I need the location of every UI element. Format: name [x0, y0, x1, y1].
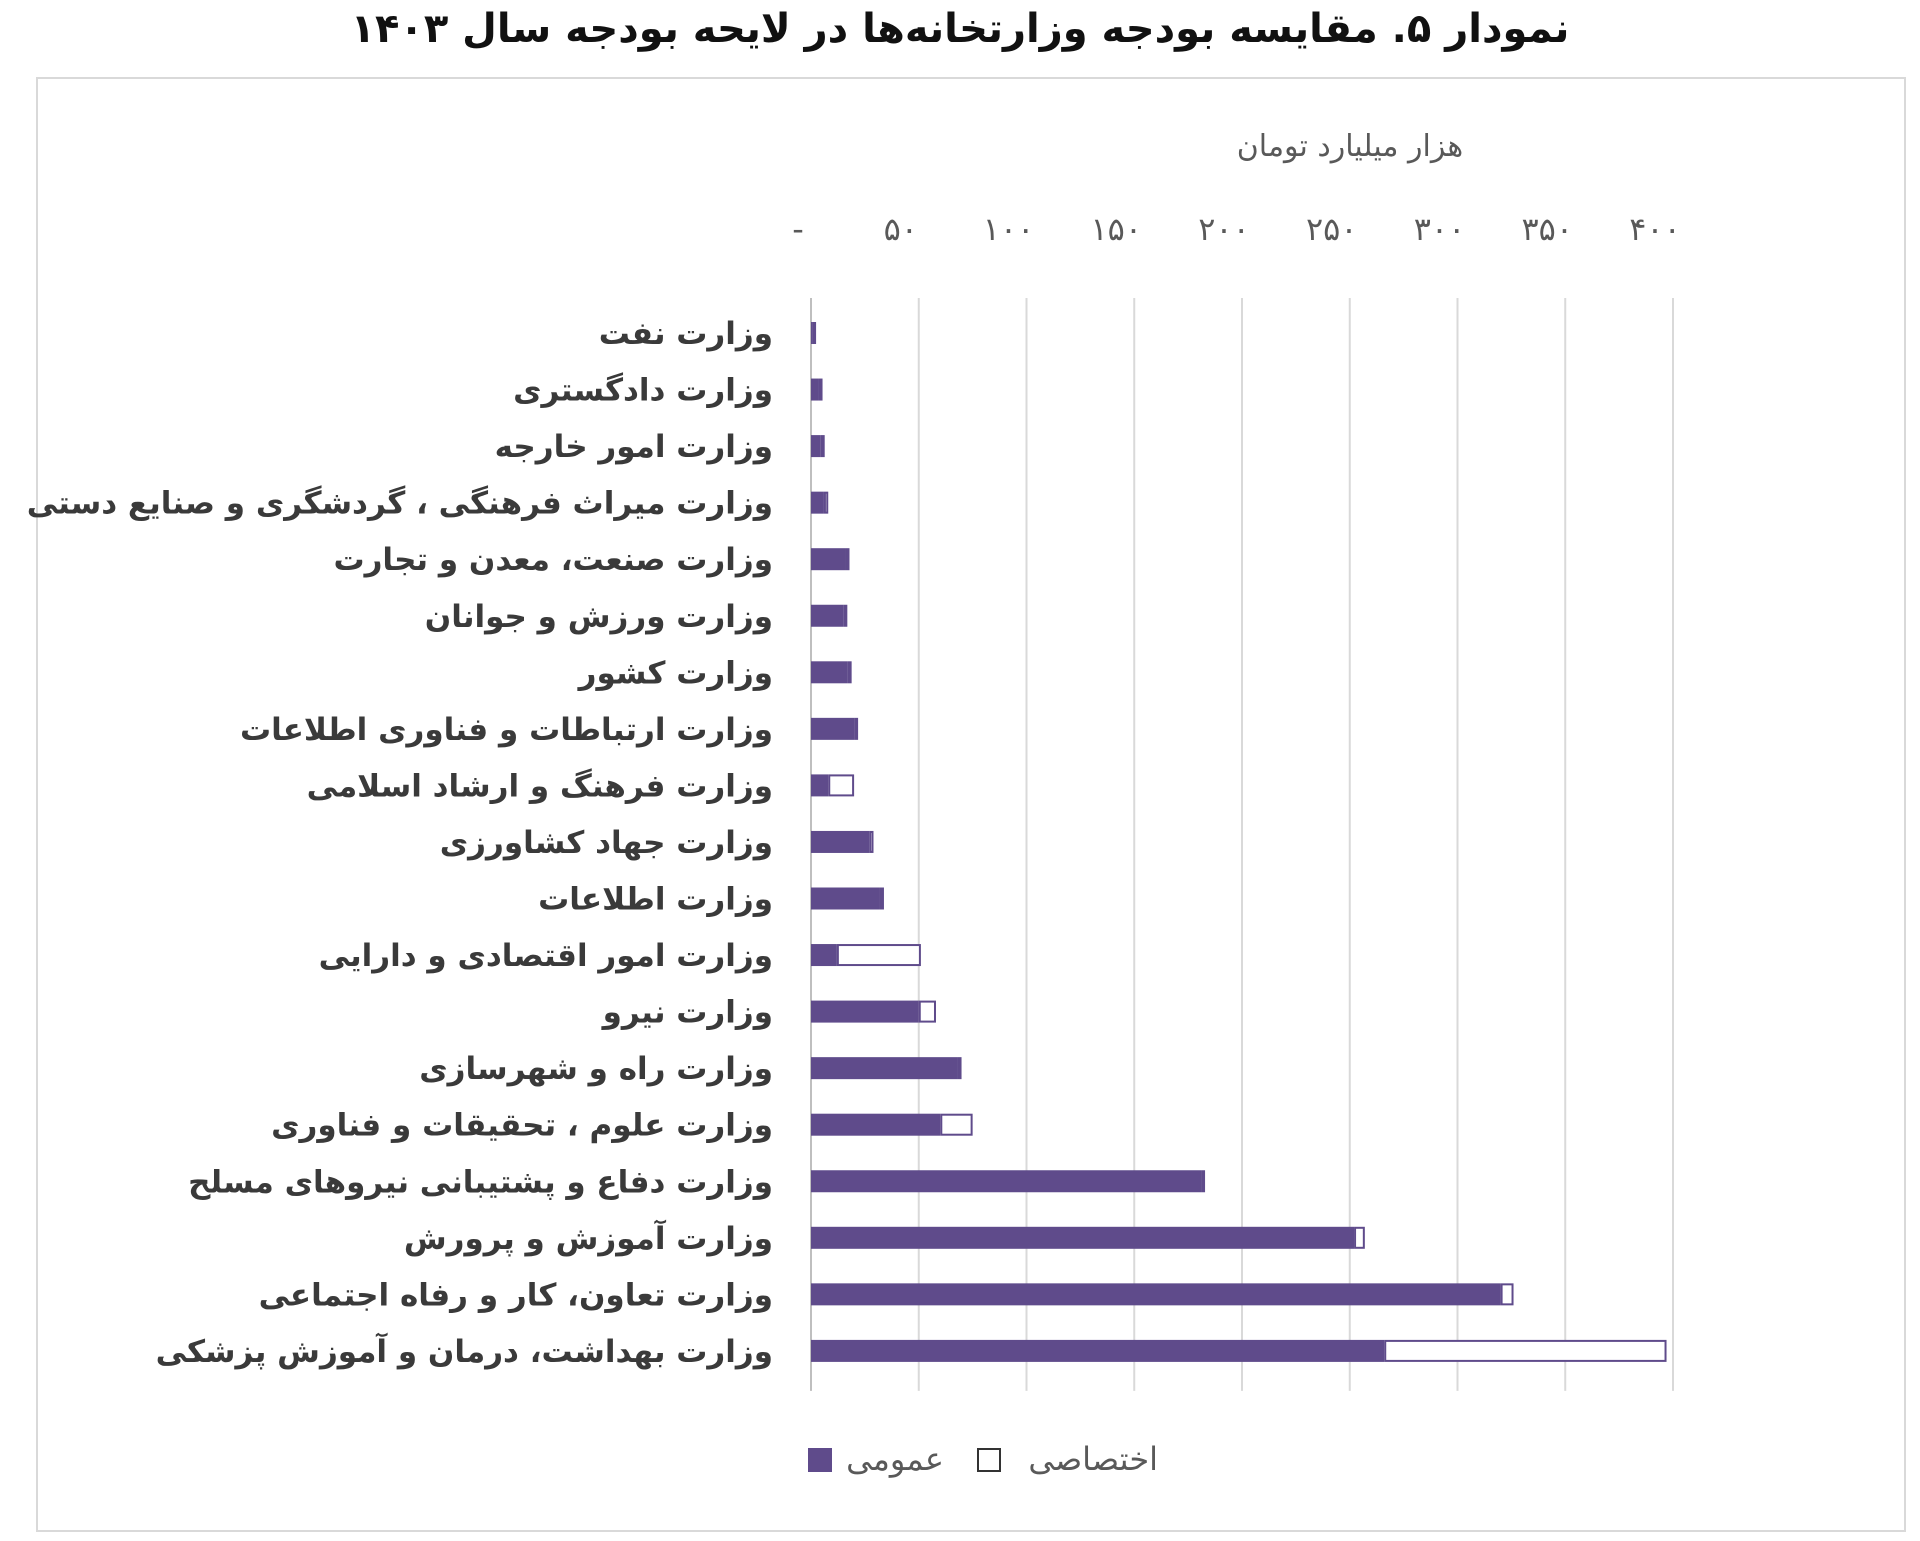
bar-segment-specific: [812, 322, 817, 344]
bar-segment-specific: [836, 944, 921, 967]
bar-segment-general: [811, 1226, 1355, 1249]
tick-label: ۲۰۰: [1198, 210, 1250, 248]
bar-segment-general: [811, 1113, 941, 1136]
tick-label: ۳۵۰: [1521, 210, 1573, 248]
legend-label-general: عمومی: [846, 1440, 944, 1478]
bar-segment-specific: [818, 378, 823, 401]
category-label: وزارت کشور: [577, 655, 773, 691]
bar-segment-general: [811, 322, 813, 344]
bar-segment-specific: [918, 1000, 936, 1023]
legend-swatch-specific: [977, 1448, 1001, 1472]
bar-segment-general: [811, 435, 821, 458]
bar-segment-specific: [854, 717, 859, 740]
category-label: وزارت ورزش و جوانان: [425, 599, 773, 635]
bar-segment-general: [811, 944, 837, 967]
chart-frame: [36, 77, 1906, 1532]
bar-segment-general: [811, 548, 846, 571]
category-label: وزارت دفاع و پشتیبانی نیروهای مسلح: [188, 1164, 773, 1200]
legend-label-specific: اختصاصی: [1028, 1440, 1158, 1478]
category-label: وزارت اطلاعات: [538, 882, 773, 918]
tick-label: ۴۰۰: [1629, 210, 1681, 248]
category-label: وزارت تعاون، کار و رفاه اجتماعی: [259, 1277, 773, 1313]
bar-segment-general: [811, 1057, 958, 1080]
bar-segment-general: [811, 378, 819, 401]
bar-segment-specific: [847, 661, 852, 684]
category-label: وزارت آموزش و پرورش: [404, 1219, 773, 1257]
legend-swatch-general: [808, 1448, 832, 1472]
bar-segment-general: [811, 717, 855, 740]
tick-label: -: [792, 210, 804, 248]
bar-segment-specific: [845, 548, 850, 571]
tick-label: ۱۵۰: [1090, 210, 1142, 248]
bar-segment-general: [811, 1339, 1385, 1362]
category-label: وزارت نیرو: [601, 995, 773, 1031]
category-label: وزارت علوم ، تحقیقات و فناوری: [271, 1108, 773, 1144]
bar-segment-general: [811, 1170, 1202, 1193]
category-label: وزارت امور خارجه: [495, 429, 773, 465]
bar-segment-specific: [1354, 1226, 1365, 1249]
bar-segment-general: [811, 1283, 1501, 1306]
tick-label: ۲۵۰: [1306, 210, 1358, 248]
category-label: وزارت میراث فرهنگی ، گردشگری و صنایع دست…: [27, 485, 773, 522]
bar-segment-specific: [1384, 1339, 1667, 1362]
bar-segment-specific: [843, 604, 848, 627]
category-label: وزارت جهاد کشاورزی: [440, 825, 773, 861]
chart-title: نمودار ۵. مقایسه بودجه وزارتخانه‌ها در ل…: [350, 6, 1570, 52]
category-label: وزارت بهداشت، درمان و آموزش پزشکی: [156, 1332, 773, 1370]
bar-segment-general: [811, 491, 824, 514]
category-label: وزارت فرهنگ و ارشاد اسلامی: [307, 768, 773, 804]
bar-segment-specific: [879, 887, 884, 910]
category-label: وزارت امور اقتصادی و دارایی: [319, 938, 773, 974]
category-label: وزارت نفت: [599, 316, 773, 352]
category-label: وزارت ارتباطات و فناوری اطلاعات: [240, 712, 773, 748]
category-label: وزارت دادگستری: [513, 372, 773, 409]
category-label: وزارت راه و شهرسازی: [419, 1051, 773, 1087]
bar-segment-specific: [1500, 1283, 1514, 1306]
bar-segment-specific: [820, 435, 825, 458]
bar-segment-general: [811, 830, 870, 853]
bar-segment-general: [811, 661, 848, 684]
bar-segment-specific: [828, 774, 855, 797]
bar-segment-general: [811, 604, 844, 627]
bar-segment-specific: [957, 1057, 962, 1080]
bar-segment-general: [811, 887, 880, 910]
bar-segment-specific: [823, 491, 829, 514]
axis-title: هزار میلیارد تومان: [1237, 129, 1463, 164]
tick-label: ۱۰۰: [983, 210, 1035, 248]
bar-segment-general: [811, 1000, 919, 1023]
tick-label: ۵۰: [884, 210, 918, 248]
bar-segment-general: [811, 774, 829, 797]
category-label: وزارت صنعت، معدن و تجارت: [333, 542, 773, 578]
bar-segment-specific: [940, 1113, 973, 1136]
tick-label: ۳۰۰: [1414, 210, 1466, 248]
bar-segment-specific: [869, 830, 874, 853]
bar-segment-specific: [1201, 1170, 1206, 1193]
